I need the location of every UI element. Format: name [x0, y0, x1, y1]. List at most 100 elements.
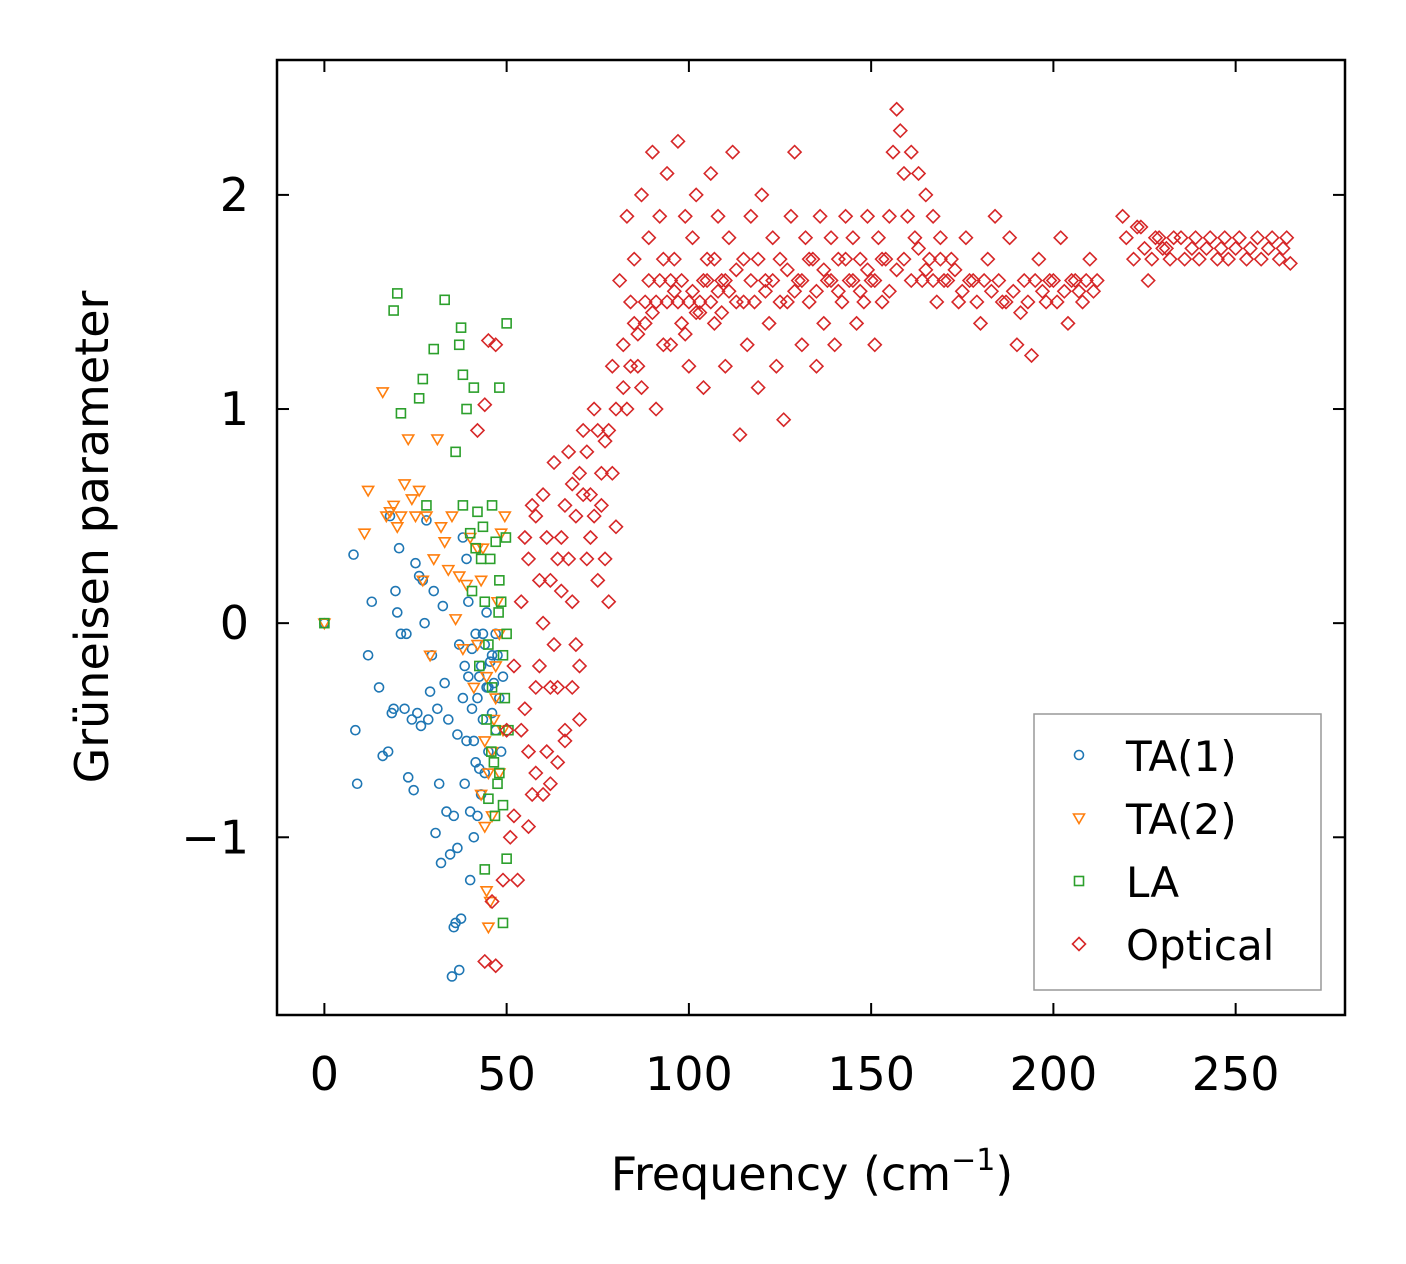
- data-point: [495, 596, 507, 608]
- data-point: [845, 272, 861, 289]
- data-point: [750, 379, 766, 396]
- data-point: [940, 272, 956, 289]
- data-point: [528, 679, 544, 696]
- data-point: [612, 272, 628, 289]
- data-point: [805, 251, 821, 267]
- data-point: [688, 305, 704, 321]
- data-point: [393, 542, 405, 554]
- legend: TA(1) TA(2) LA Optical: [1033, 713, 1322, 991]
- data-point: [827, 337, 843, 353]
- data-point: [477, 521, 489, 533]
- data-point: [655, 251, 672, 267]
- data-point: [481, 922, 496, 935]
- data-point: [486, 500, 498, 511]
- data-point: [390, 585, 401, 597]
- data-point: [419, 617, 430, 629]
- data-point: [513, 594, 529, 610]
- data-point: [797, 230, 814, 246]
- data-point: [391, 607, 403, 618]
- data-point: [466, 585, 478, 597]
- data-point: [823, 272, 839, 289]
- data-point: [823, 230, 839, 246]
- data-point: [477, 397, 493, 413]
- data-point: [481, 768, 496, 781]
- data-point: [457, 692, 469, 704]
- data-point: [925, 208, 941, 224]
- data-point: [896, 251, 912, 267]
- data-point: [557, 733, 573, 749]
- data-point: [446, 971, 458, 982]
- data-point: [470, 628, 481, 640]
- data-point: [954, 283, 970, 299]
- data-point: [772, 251, 788, 267]
- data-point: [641, 230, 657, 246]
- data-point: [468, 831, 480, 843]
- data-point: [394, 511, 408, 524]
- data-point: [1184, 240, 1200, 257]
- data-point: [841, 272, 857, 289]
- data-point: [816, 262, 832, 278]
- data-point: [972, 315, 989, 332]
- data-point: [528, 765, 544, 781]
- data-point: [863, 272, 879, 289]
- data-point: [688, 187, 704, 203]
- data-point: [1089, 272, 1105, 289]
- data-point: [464, 527, 476, 539]
- x-tick-label: 50: [477, 1047, 536, 1101]
- data-point: [1012, 305, 1029, 321]
- data-point: [1009, 337, 1025, 353]
- y-tick-label: 0: [220, 596, 249, 650]
- data-point: [433, 778, 445, 790]
- data-point: [801, 251, 817, 267]
- data-point: [357, 528, 372, 541]
- data-point: [1191, 251, 1207, 267]
- data-point: [535, 786, 551, 803]
- data-point: [735, 251, 752, 267]
- data-point: [994, 294, 1010, 310]
- data-point: [466, 682, 481, 695]
- data-point: [390, 521, 405, 534]
- data-point: [475, 553, 487, 565]
- data-point: [501, 853, 512, 864]
- data-point: [779, 262, 795, 278]
- data-point: [461, 735, 472, 747]
- data-point: [408, 511, 423, 524]
- data-point: [601, 594, 617, 610]
- data-point: [794, 337, 810, 353]
- data-point: [932, 230, 949, 246]
- data-point: [983, 283, 1000, 299]
- data-point: [750, 251, 766, 267]
- data-point: [499, 722, 515, 738]
- data-point: [746, 294, 763, 310]
- data-point: [735, 294, 752, 310]
- data-point: [728, 262, 744, 278]
- data-point: [463, 596, 474, 608]
- data-point: [626, 315, 642, 332]
- data-point: [1034, 283, 1051, 299]
- data-point: [435, 857, 447, 869]
- data-point: [415, 575, 430, 588]
- y-tick-label: 2: [220, 168, 249, 222]
- series-LA: [319, 288, 514, 929]
- data-point: [488, 693, 503, 706]
- data-point: [1020, 294, 1036, 310]
- data-point: [593, 497, 610, 514]
- data-point: [528, 508, 544, 524]
- legend-marker: [1073, 749, 1085, 761]
- data-point: [878, 251, 894, 267]
- data-point: [546, 636, 562, 653]
- x-tick-label: 150: [827, 1047, 915, 1101]
- data-point: [925, 272, 941, 289]
- data-point: [1242, 240, 1258, 257]
- data-point: [571, 465, 588, 481]
- data-point: [479, 671, 494, 684]
- data-point: [564, 476, 580, 492]
- data-point: [590, 572, 606, 588]
- data-point: [452, 571, 467, 584]
- data-point: [1049, 294, 1065, 310]
- data-point: [494, 528, 509, 541]
- data-point: [684, 230, 701, 246]
- data-point: [437, 536, 452, 549]
- data-point: [673, 272, 690, 289]
- legend-label: TA(1): [1125, 732, 1237, 781]
